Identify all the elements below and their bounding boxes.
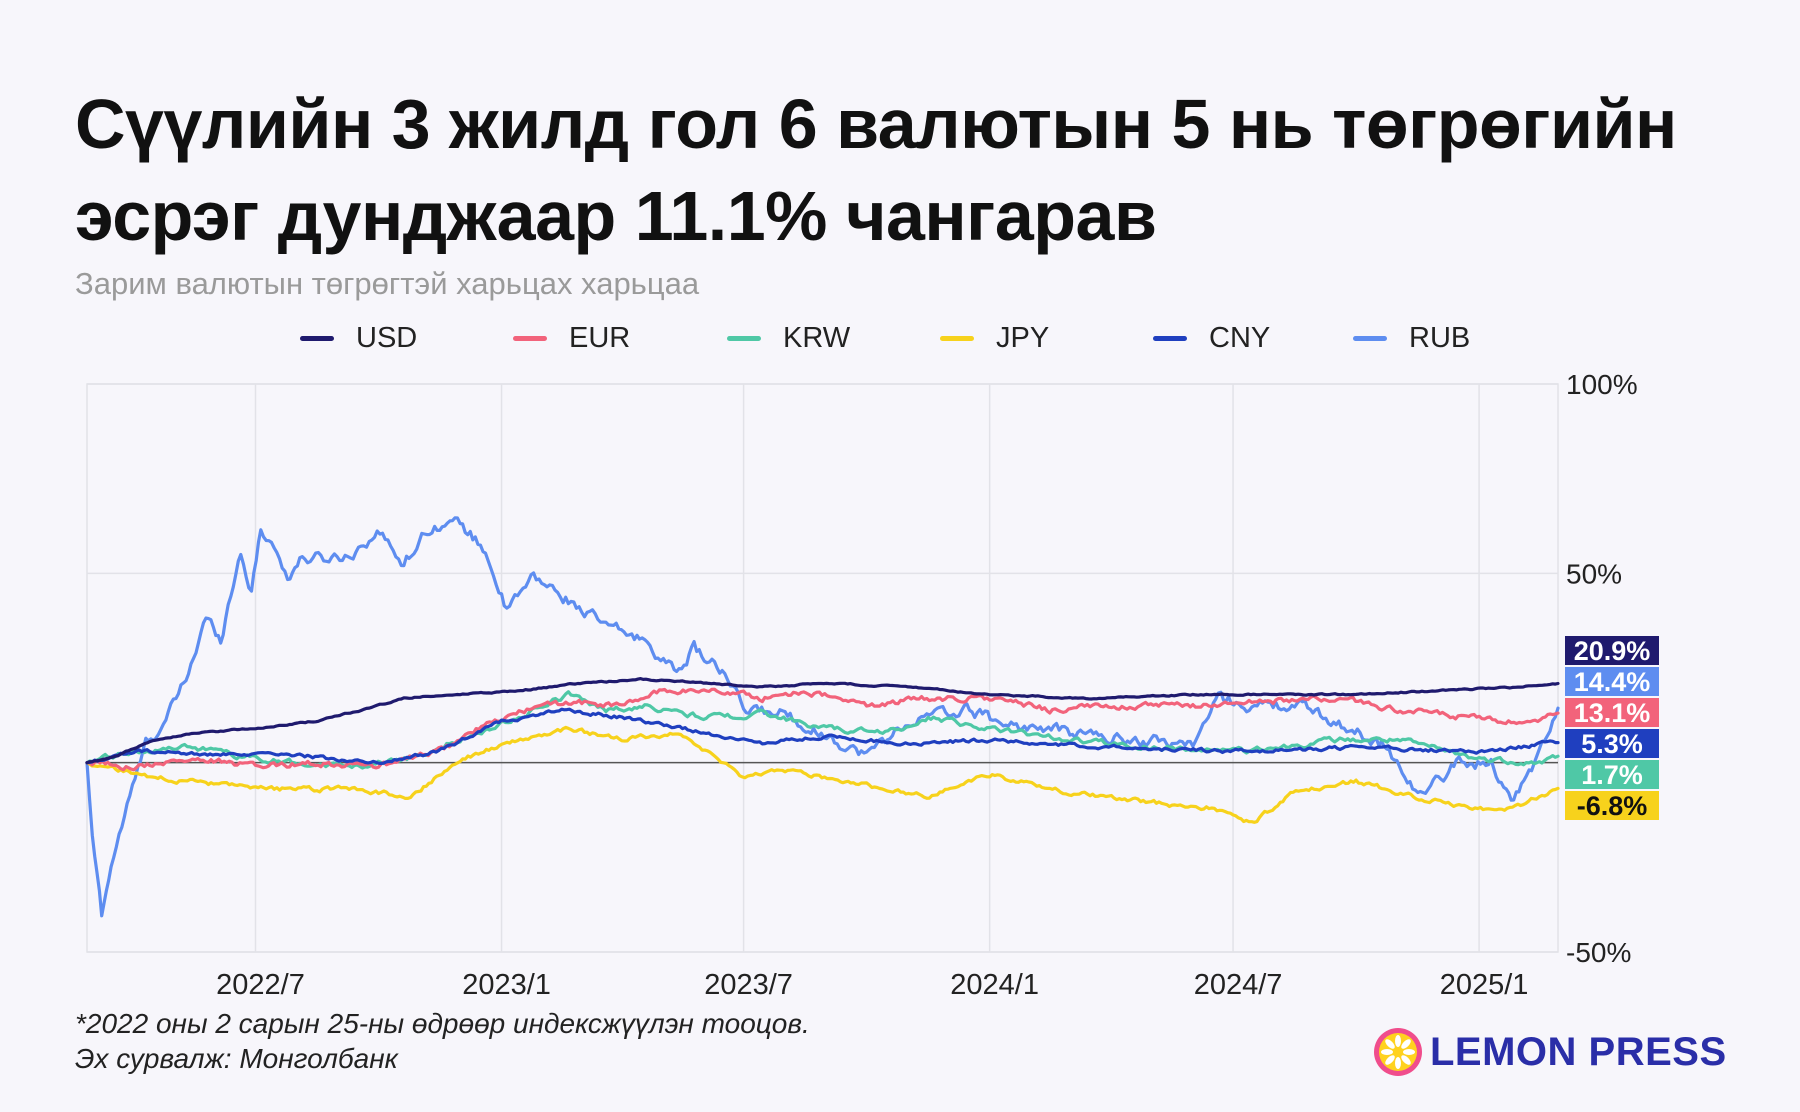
lemon-press-logo: LEMON PRESS: [1372, 1024, 1727, 1080]
footnote-index-note: *2022 оны 2 сарын 25-ны өдрөөр индексжүү…: [75, 1008, 810, 1039]
end-label-bg-jpy: [1565, 791, 1659, 820]
x-tick-label: 2023/1: [462, 969, 551, 1000]
end-label-krw: 1.7%: [1581, 760, 1643, 790]
footnote: *2022 оны 2 сарын 25-ны өдрөөр индексжүү…: [75, 1006, 810, 1076]
y-tick-label: 100%: [1566, 369, 1638, 400]
legend-label: KRW: [783, 321, 851, 354]
legend-swatch: [727, 335, 761, 341]
title-line-1: Сүүлийн 3 жилд гол 6 валютын 5 нь төгрөг…: [75, 85, 1677, 163]
end-label-rub: 14.4%: [1574, 667, 1651, 697]
end-label-bg-krw: [1565, 760, 1659, 789]
end-label-usd: 20.9%: [1574, 636, 1651, 666]
end-label-cny: 5.3%: [1581, 729, 1643, 759]
legend-item-jpy: JPY: [940, 318, 1049, 358]
legend-label: RUB: [1409, 321, 1471, 354]
legend-item-krw: KRW: [727, 318, 850, 358]
series-line-usd: [85, 677, 1560, 765]
end-value-labels: 20.9%14.4%13.1%5.3%1.7%-6.8%: [1565, 636, 1659, 821]
x-tick-label: 2024/7: [1194, 969, 1283, 1000]
series-line-jpy: [85, 725, 1560, 824]
end-label-eur: 13.1%: [1574, 698, 1651, 728]
chart-title: Сүүлийн 3 жилд гол 6 валютын 5 нь төгрөг…: [75, 78, 1775, 262]
x-tick-label: 2022/7: [216, 969, 305, 1000]
plot-frame: [86, 383, 1559, 953]
legend-swatch: [1153, 335, 1187, 341]
chart-subtitle: Зарим валютын төгрөгтэй харьцах харьцаа: [75, 266, 700, 301]
x-tick-label: 2024/1: [950, 969, 1039, 1000]
chart-series: [85, 516, 1560, 918]
y-tick-label: 50%: [1566, 558, 1622, 589]
x-tick-label: 2025/1: [1440, 969, 1529, 1000]
legend-swatch: [940, 335, 974, 341]
series-line-eur: [85, 687, 1560, 772]
logo-text: LEMON PRESS: [1430, 1029, 1727, 1074]
legend-swatch: [513, 335, 547, 341]
legend-swatch: [1353, 335, 1387, 341]
line-chart: 100% 50% -50% 2022/7 2023/1 2023/7 2024/1 2024/…: [85, 369, 1659, 1000]
legend-label: CNY: [1209, 321, 1271, 354]
chart-grid: [86, 383, 1559, 953]
end-label-bg-usd: [1565, 636, 1659, 665]
x-tick-label: 2023/7: [704, 969, 793, 1000]
legend-label: JPY: [996, 321, 1050, 354]
legend-label: EUR: [569, 321, 631, 354]
legend-item-usd: USD: [300, 318, 417, 358]
lemon-logo-icon: [1374, 1028, 1422, 1076]
chart-legend: USD EUR KRW JPY CNY RUB: [300, 318, 1500, 358]
chart-axes: 100% 50% -50% 2022/7 2023/1 2023/7 2024/1 2024/…: [87, 369, 1638, 1000]
title-line-2: эсрэг дунджаар 11.1% чангарав: [75, 177, 1157, 255]
legend-item-cny: CNY: [1153, 318, 1270, 358]
end-label-bg-cny: [1565, 729, 1659, 758]
legend-swatch: [300, 335, 334, 341]
legend-item-rub: RUB: [1353, 318, 1470, 358]
end-label-bg-rub: [1565, 667, 1659, 696]
footnote-source: Эх сурвалж: Монголбанк: [75, 1043, 398, 1074]
end-label-bg-eur: [1565, 698, 1659, 727]
y-tick-label: -50%: [1566, 937, 1631, 968]
legend-label: USD: [356, 321, 418, 354]
series-line-cny: [85, 707, 1560, 766]
end-label-jpy: -6.8%: [1577, 791, 1648, 821]
series-line-rub: [85, 516, 1560, 918]
legend-item-eur: EUR: [513, 318, 630, 358]
